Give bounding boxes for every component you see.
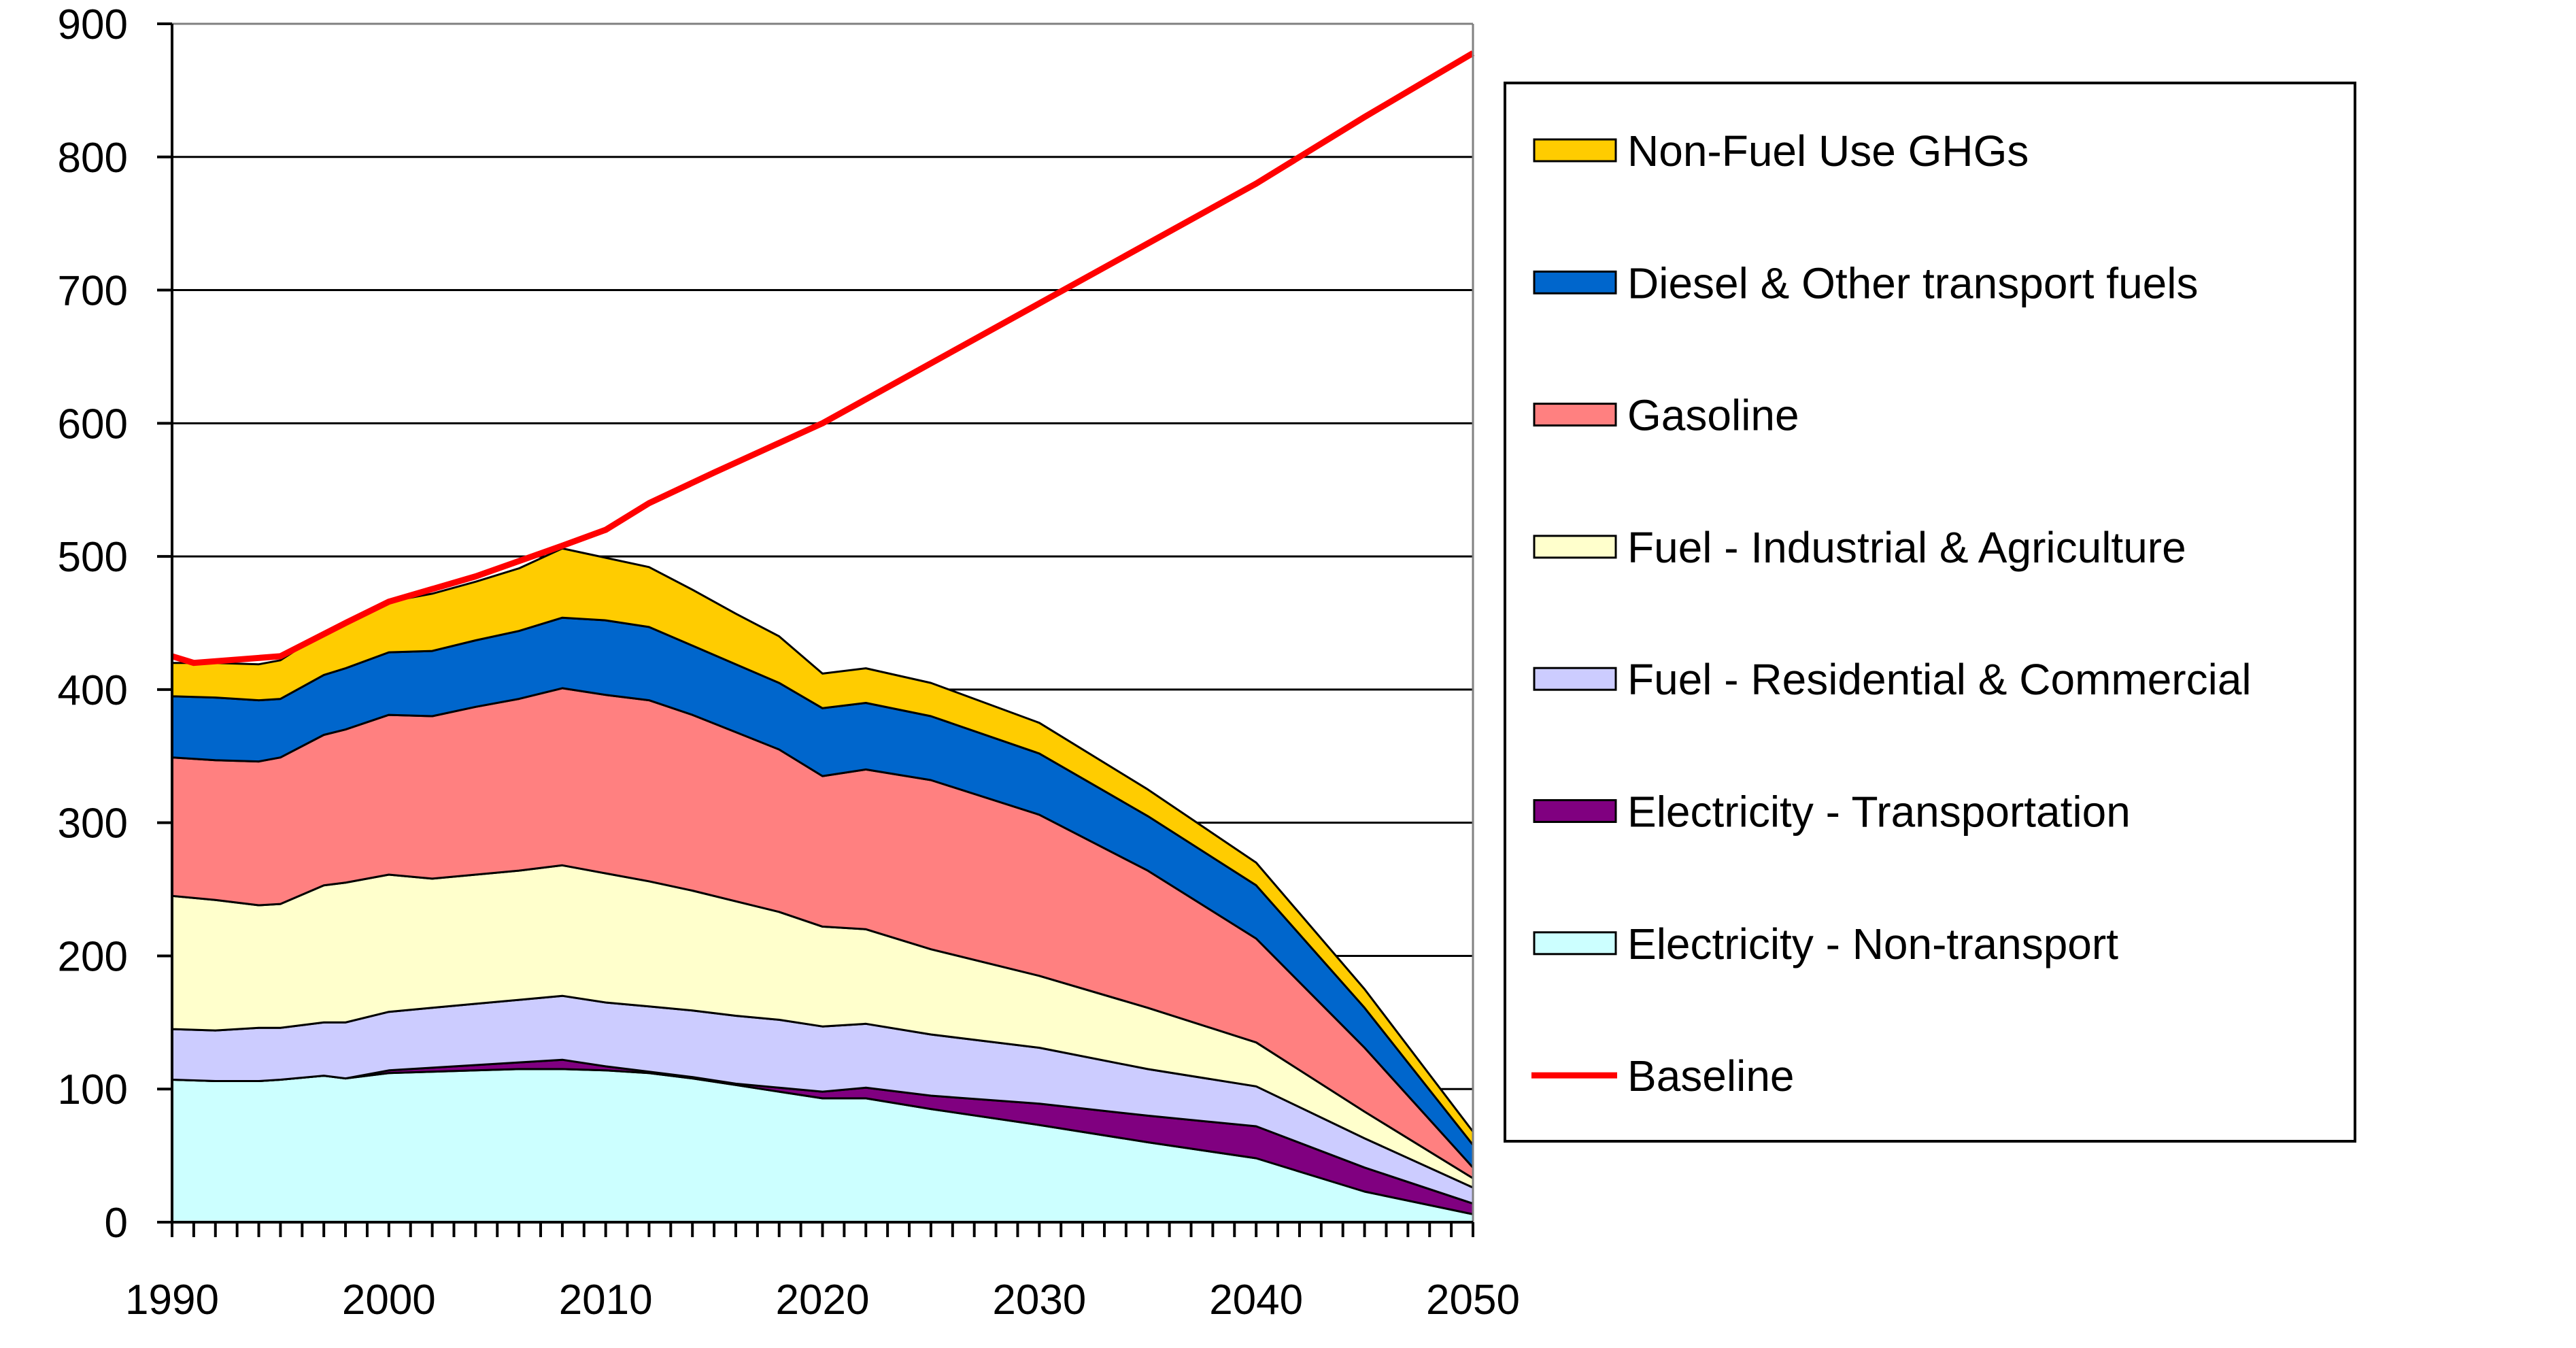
y-tick-label: 100 [58, 1066, 128, 1113]
y-tick-label: 500 [58, 534, 128, 581]
legend-swatch-electricity-non-transport [1533, 931, 1617, 956]
y-tick-label: 700 [58, 268, 128, 315]
x-tick-label: 2010 [559, 1277, 653, 1324]
axes: 0 100 200 300 400 500 600 700 800 900 1990 2000 2010… [58, 1, 1520, 1324]
legend-label-fuel-residential-commercial: Fuel - Residential & Commercial [1627, 655, 2252, 704]
baseline-group [171, 50, 1475, 667]
legend-label-diesel-other-transport-fuels: Diesel & Other transport fuels [1627, 258, 2198, 307]
legend-swatch-non-fuel-use-ghgs [1533, 138, 1617, 163]
x-tick-label: 2020 [776, 1277, 870, 1324]
y-tick-label: 900 [58, 1, 128, 48]
x-tick-label: 2000 [342, 1277, 436, 1324]
legend: Non-Fuel Use GHGs Diesel & Other transpor… [1504, 82, 2356, 1143]
y-tick-label: 400 [58, 667, 128, 714]
legend-swatch-diesel-other-transport-fuels [1533, 270, 1617, 294]
area-series-group [171, 547, 1474, 1224]
x-tick-label: 1990 [125, 1277, 219, 1324]
legend-label-electricity-non-transport: Electricity - Non-transport [1627, 920, 2118, 968]
legend-label-non-fuel-use-ghgs: Non-Fuel Use GHGs [1627, 127, 2029, 175]
x-tick-label: 2050 [1426, 1277, 1520, 1324]
legend-swatch-fuel-industrial-agriculture [1533, 535, 1617, 559]
x-tick-label: 2040 [1209, 1277, 1303, 1324]
legend-label-gasoline: Gasoline [1627, 391, 1799, 440]
legend-label-fuel-industrial-agriculture: Fuel - Industrial & Agriculture [1627, 523, 2186, 572]
y-tick-label: 0 [105, 1200, 128, 1247]
legend-box [1504, 82, 2356, 1143]
legend-label-baseline: Baseline [1627, 1051, 1795, 1100]
y-tick-label: 600 [58, 401, 128, 448]
x-tick-label: 2030 [992, 1277, 1086, 1324]
y-tick-label: 800 [58, 135, 128, 182]
y-tick-label: 200 [58, 933, 128, 980]
legend-swatch-electricity-transportation [1533, 799, 1617, 823]
y-tick-label: 300 [58, 801, 128, 847]
legend-label-electricity-transportation: Electricity - Transportation [1627, 788, 2131, 837]
line-baseline [171, 50, 1475, 667]
legend-swatch-fuel-residential-commercial [1533, 667, 1617, 691]
legend-swatch-gasoline [1533, 403, 1617, 427]
